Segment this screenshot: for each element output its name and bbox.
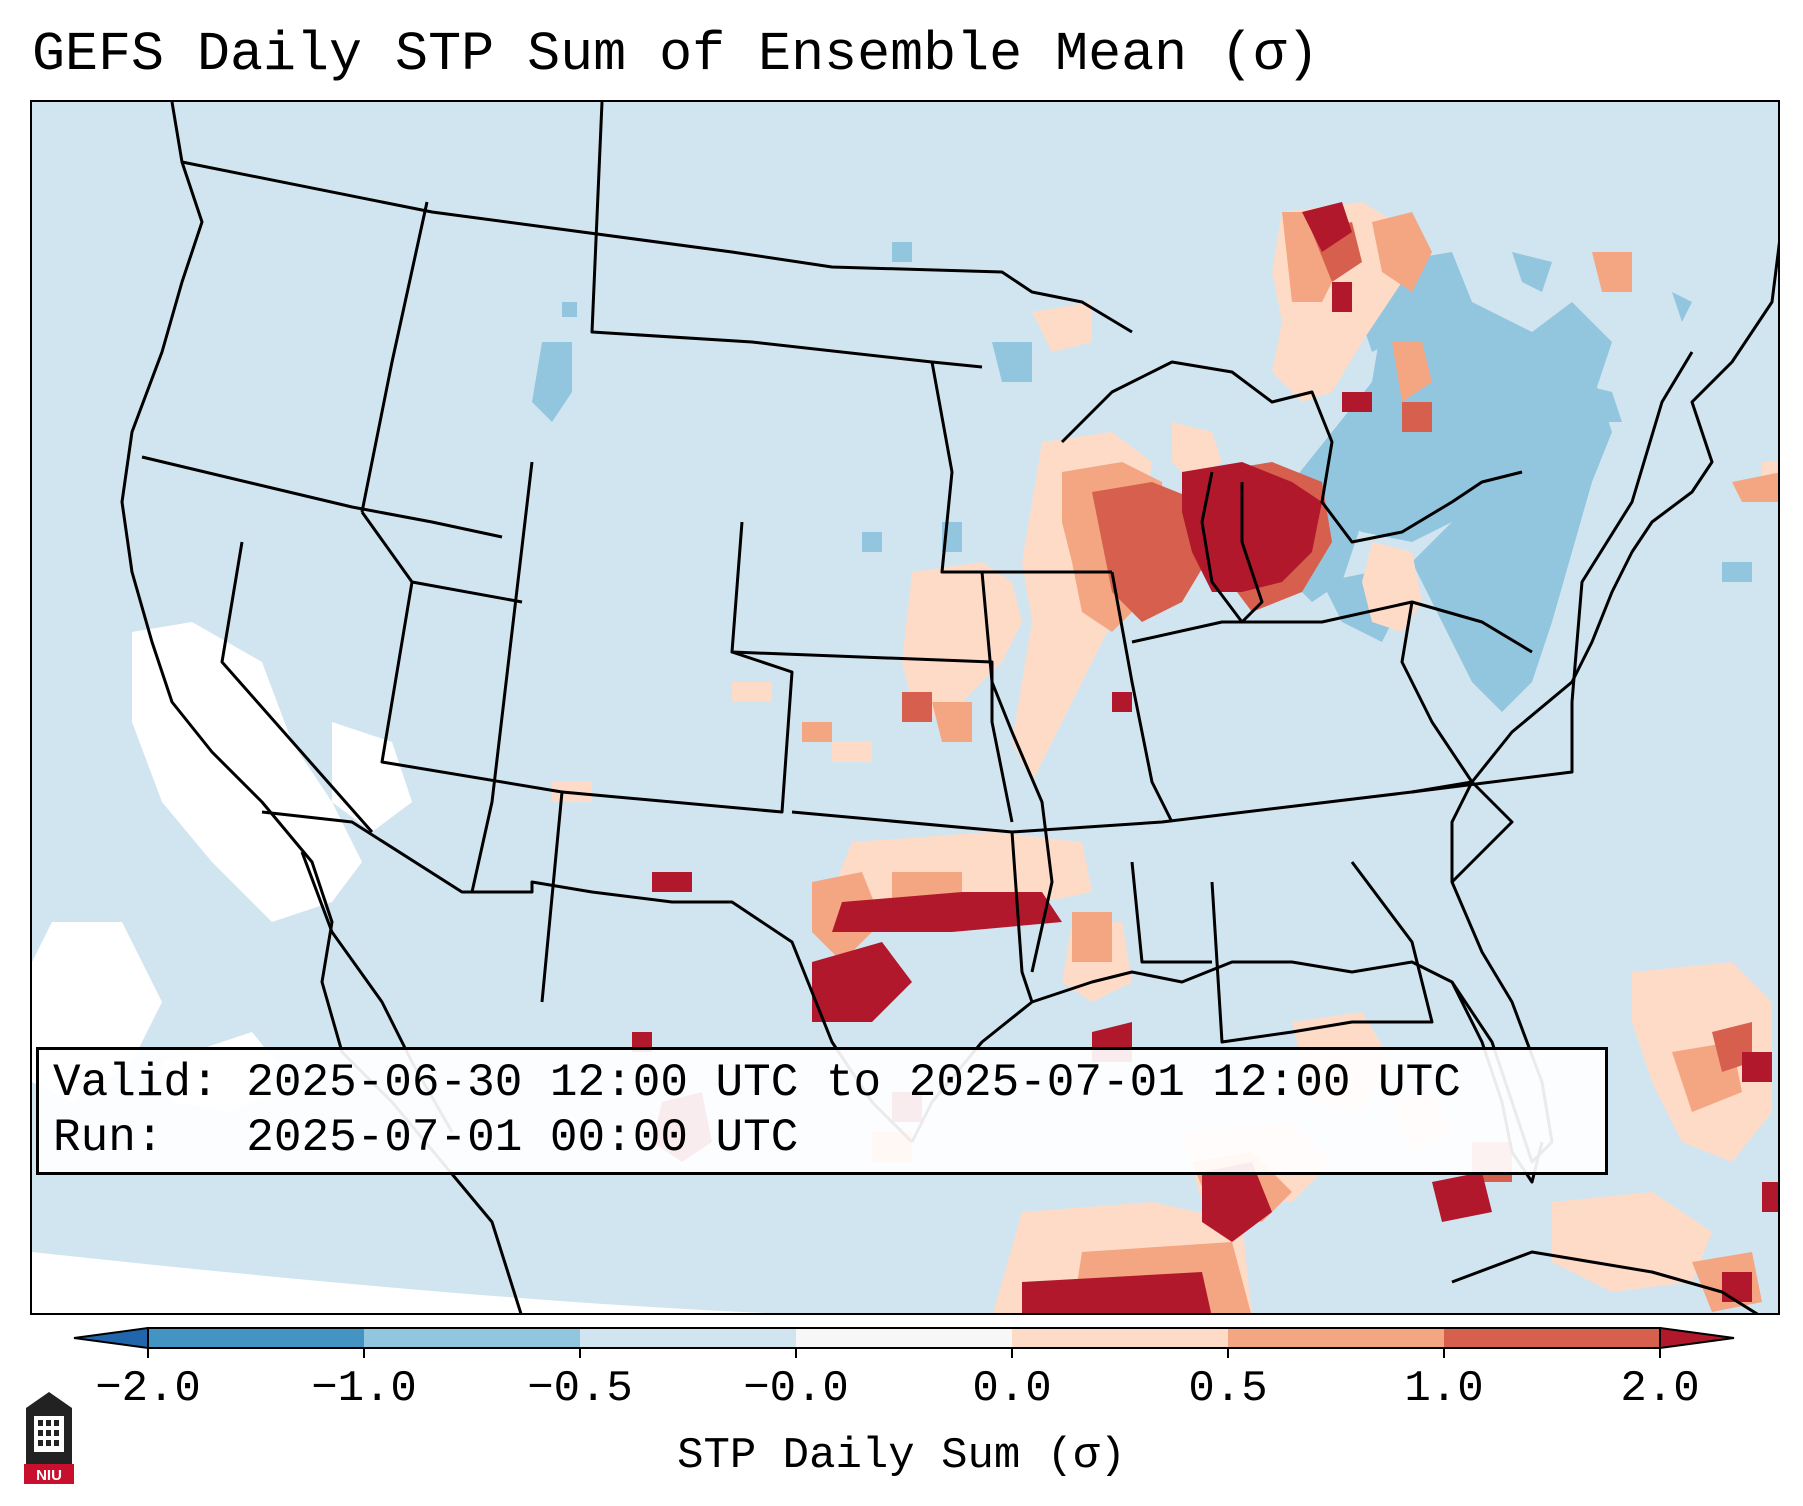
colorbar-bins [73, 1326, 1735, 1358]
ms-al-line [1130, 861, 1212, 964]
valid-label: Valid: [53, 1057, 219, 1109]
gulf-coast [910, 781, 1554, 1164]
mexico-border [261, 810, 914, 1144]
colorbar-frame [147, 1327, 1661, 1349]
colorbar-extend-low [73, 1326, 149, 1350]
colorbar-tick-label: 0.0 [972, 1364, 1052, 1414]
ohio-valley [1131, 600, 1533, 654]
colorbar-label: STP Daily Sum (σ) [677, 1431, 1126, 1481]
id-mt-border [360, 201, 429, 513]
colorbar-bin [796, 1328, 1013, 1348]
ok-tx-border [791, 810, 1034, 1003]
colorbar-bin [1444, 1328, 1661, 1348]
colorbar-tick-label: 1.0 [1404, 1364, 1484, 1414]
ne-ks-line [730, 521, 1014, 823]
ca-nv-border [220, 541, 374, 833]
new-england [1570, 351, 1694, 703]
dakotas-line [590, 102, 983, 369]
southeast-states [1210, 861, 1434, 1044]
run-label: Run: [53, 1112, 164, 1164]
run-value: 2025-07-01 00:00 UTC [246, 1112, 799, 1164]
rockies-line [470, 461, 534, 893]
colorbar-tick-label: 2.0 [1620, 1364, 1700, 1414]
cuba [1451, 1250, 1759, 1313]
east-coast [1470, 241, 1778, 783]
colorbar-tick-label: −0.0 [743, 1364, 849, 1414]
stp-map [32, 102, 1778, 1313]
co-ks-border [561, 650, 794, 814]
chart-title: GEFS Daily STP Sum of Ensemble Mean (σ) [32, 23, 1320, 86]
wa-or-border [141, 455, 503, 539]
colorbar-bin [580, 1328, 797, 1348]
colorbar-tick-label: −1.0 [311, 1364, 417, 1414]
mn-ia-line [930, 361, 1112, 574]
colorbar-bin [364, 1328, 581, 1348]
valid-value: 2025-06-30 12:00 UTC to 2025-07-01 12:00… [246, 1057, 1461, 1109]
colorbar-bin [148, 1328, 365, 1348]
logo-text: NIU [36, 1467, 62, 1484]
colorbar-tick-label: −2.0 [95, 1364, 201, 1414]
colorbar-bin [1012, 1328, 1229, 1348]
four-corners [380, 581, 564, 1003]
colorbar-tick-label: 0.5 [1188, 1364, 1268, 1414]
colorbar-bin [1228, 1328, 1445, 1348]
carolinas [1411, 780, 1514, 884]
canada-border [181, 160, 1133, 334]
mississippi [980, 571, 1054, 973]
central-grid [1011, 702, 1574, 834]
appalachian [1400, 601, 1474, 783]
midwest-grid [1110, 571, 1174, 823]
colorbar-tick-label: −0.5 [527, 1364, 633, 1414]
great-lakes [1060, 360, 1523, 544]
university-tower-icon: NIU [24, 1392, 74, 1484]
colorbar-extend-high [1659, 1326, 1735, 1350]
colorbar [73, 1326, 1735, 1358]
boundary-lines [120, 102, 1778, 1313]
valid-run-infobox: Valid: 2025-06-30 12:00 UTC to 2025-07-0… [36, 1047, 1608, 1175]
